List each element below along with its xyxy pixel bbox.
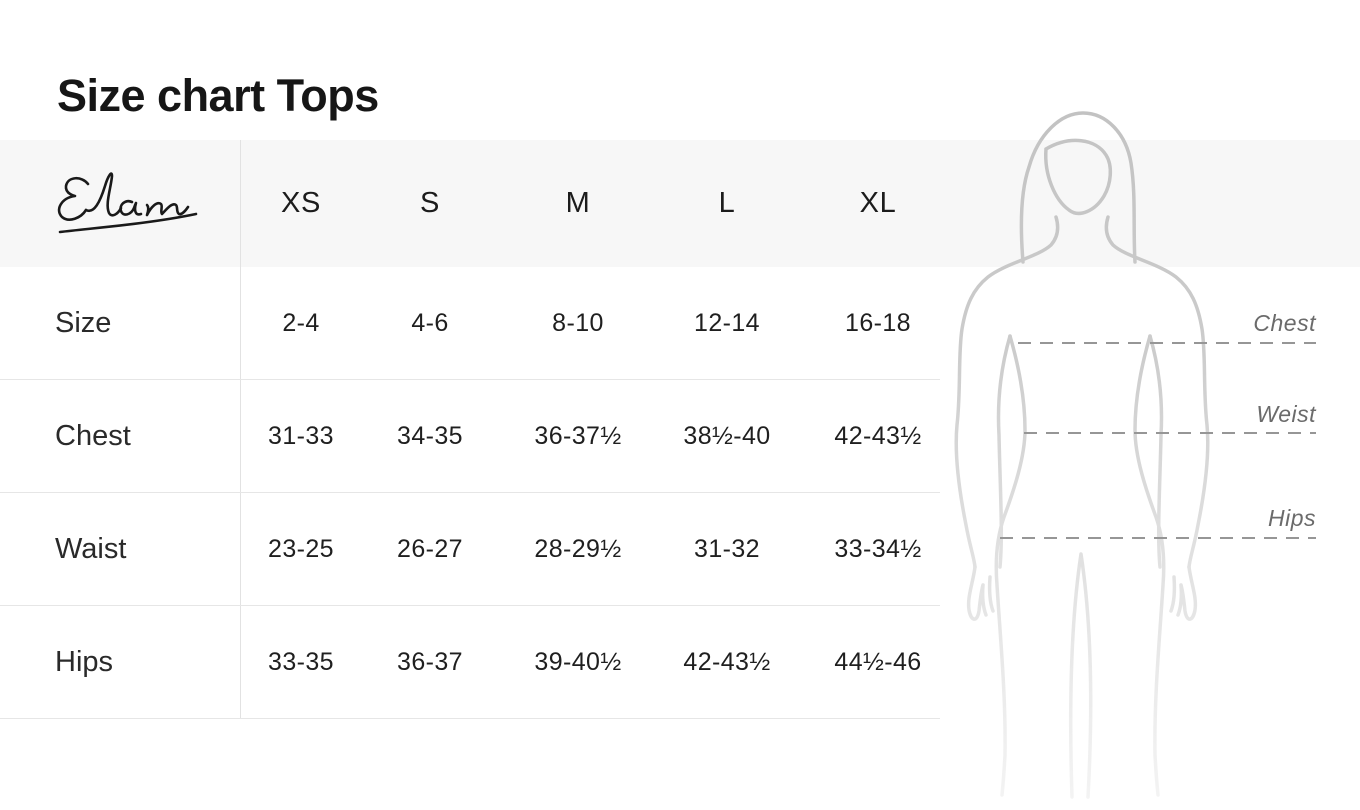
table-row-size: Size 2-4 4-6 8-10 12-14 16-18 xyxy=(0,267,940,380)
female-silhouette-icon xyxy=(954,111,1210,799)
cell-chest-s: 34-35 xyxy=(397,421,463,450)
cell-chest-xl: 42-43½ xyxy=(834,421,922,450)
chest-measure-line xyxy=(1018,342,1316,344)
cell-hips-xl: 44½-46 xyxy=(834,647,922,676)
cell-size-m: 8-10 xyxy=(552,308,604,337)
cell-hips-l: 42-43½ xyxy=(683,647,771,676)
row-label-hips: Hips xyxy=(55,645,114,678)
cell-waist-xs: 23-25 xyxy=(268,534,334,563)
brand-logo-elan xyxy=(57,172,198,234)
cell-chest-xs: 31-33 xyxy=(268,421,334,450)
hips-measure-label: Hips xyxy=(1267,505,1316,531)
col-header-xl: XL xyxy=(859,187,897,219)
waist-measure-line xyxy=(1024,432,1316,434)
waist-measure-label: Weist xyxy=(1256,401,1316,427)
cell-waist-m: 28-29½ xyxy=(534,534,622,563)
column-divider xyxy=(240,140,241,719)
col-header-l: L xyxy=(718,187,736,219)
col-header-m: M xyxy=(565,187,591,219)
hips-measure-line xyxy=(1000,537,1316,539)
cell-hips-s: 36-37 xyxy=(397,647,463,676)
col-header-s: S xyxy=(420,187,440,219)
table-row-waist: Waist 23-25 26-27 28-29½ 31-32 33-34½ xyxy=(0,493,940,606)
cell-waist-s: 26-27 xyxy=(397,534,463,563)
cell-chest-m: 36-37½ xyxy=(534,421,622,450)
body-figure-illustration xyxy=(930,105,1230,805)
col-header-xs: XS xyxy=(281,187,321,219)
cell-hips-m: 39-40½ xyxy=(534,647,622,676)
table-header-row: XS S M L XL xyxy=(0,140,940,267)
cell-waist-l: 31-32 xyxy=(694,534,760,563)
row-label-chest: Chest xyxy=(55,419,131,452)
cell-hips-xs: 33-35 xyxy=(268,647,334,676)
row-label-size: Size xyxy=(55,306,112,339)
cell-size-l: 12-14 xyxy=(694,308,760,337)
row-label-waist: Waist xyxy=(55,532,127,565)
cell-size-s: 4-6 xyxy=(411,308,449,337)
cell-size-xl: 16-18 xyxy=(845,308,911,337)
size-chart-table: XS S M L XL Size 2-4 4-6 8-10 12-14 16-1… xyxy=(0,140,940,719)
cell-waist-xl: 33-34½ xyxy=(834,534,922,563)
chest-measure-label: Chest xyxy=(1253,310,1316,336)
cell-size-xs: 2-4 xyxy=(282,308,320,337)
table-row-chest: Chest 31-33 34-35 36-37½ 38½-40 42-43½ xyxy=(0,380,940,493)
table-row-hips: Hips 33-35 36-37 39-40½ 42-43½ 44½-46 xyxy=(0,606,940,719)
cell-chest-l: 38½-40 xyxy=(683,421,771,450)
page-title: Size chart Tops xyxy=(57,70,379,122)
